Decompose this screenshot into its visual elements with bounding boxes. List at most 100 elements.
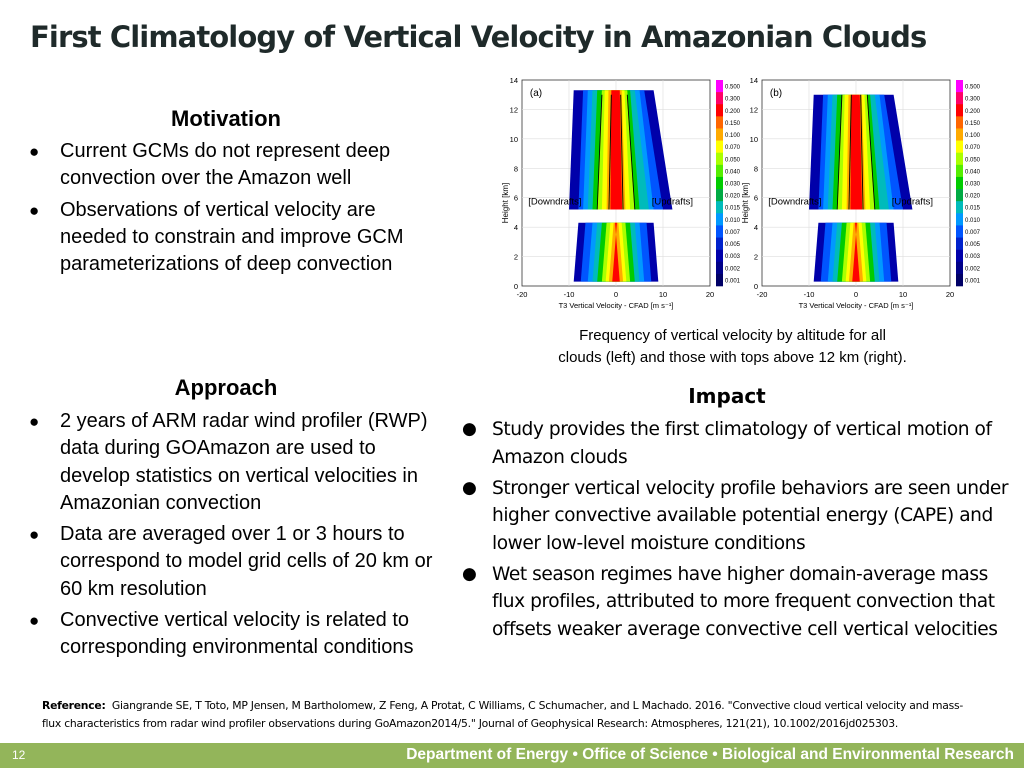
colorbar-swatch [956,140,963,154]
colorbar-swatch [716,225,723,238]
panel-label: (a) [530,88,542,99]
cfad-band [612,222,620,282]
contour-line [836,94,843,210]
colorbar-tick-label: 0.003 [725,254,741,260]
impact-bullet: ● Stronger vertical velocity profile beha… [462,475,1012,558]
y-tick-label: 4 [514,223,518,232]
slide-title: First Climatology of Vertical Velocity i… [30,20,927,54]
colorbar-tick-label: 0.007 [965,230,981,236]
cfad-figure-svg: [Downdrafts] [Updrafts] (a) 0 2 4 6 8 10 12 14 -20 -… [501,76,981,310]
colorbar-tick-label: 0.500 [725,85,741,91]
colorbar-tick-label: 0.200 [725,109,741,115]
updrafts-label: [Updrafts] [652,196,693,207]
colorbar-swatch [716,104,723,117]
colorbar-tick-label: 0.010 [725,218,741,224]
colorbar-tick-label: 0.070 [725,145,741,151]
bullet-icon: ● [29,611,40,631]
approach-heading: Approach [174,375,278,400]
bullet-icon: ● [462,419,477,439]
panel-label: (b) [770,88,782,99]
y-tick-label: 12 [750,105,758,114]
cfad-figure: [Downdrafts] [Updrafts] (a) 0 2 4 6 8 10 12 14 -20 -… [496,74,996,320]
cfad-band [610,90,623,210]
y-tick-label: 4 [754,223,758,232]
colorbar-swatch [956,104,963,117]
colorbar-swatch [716,140,723,154]
colorbar-tick-label: 0.002 [725,266,741,272]
colorbar-swatch [716,261,723,275]
footer-text: Department of Energy • Office of Science… [406,746,1014,763]
colorbar-swatch [716,80,723,93]
impact-list: ● Study provides the first climatology of… [462,416,1012,647]
colorbar-swatch [956,176,963,190]
colorbar-swatch [956,273,963,287]
x-tick-label: -20 [517,290,528,299]
colorbar-swatch [956,80,963,93]
y-axis-label: Height [km] [501,183,510,223]
y-tick-label: 14 [750,76,758,85]
footer-bar: 12 Department of Energy • Office of Scie… [0,743,1024,768]
x-tick-label: -20 [757,290,768,299]
bullet-icon: ● [29,142,40,161]
slide-number: 12 [12,748,26,762]
bullet-icon: ● [462,563,477,584]
impact-bullet: ● Wet season regimes have higher domain-a… [462,561,1012,644]
impact-heading: Impact [688,384,766,408]
downdrafts-label: [Downdrafts] [768,196,821,207]
contour-line [608,94,612,210]
colorbar-tick-label: 0.100 [725,133,741,139]
colorbar-tick-label: 0.500 [965,85,981,91]
contour-line [860,94,864,210]
approach-bullet: ● Convective vertical velocity is related… [29,609,414,659]
colorbar-swatch [716,249,723,263]
approach-list: ● 2 years of ARM radar wind profiler (RWP… [29,408,435,666]
colorbar-swatch [956,152,963,166]
colorbar-swatch [716,213,723,226]
colorbar-swatch [956,237,963,250]
cfad-panel [761,79,963,287]
cfad-band [850,94,863,210]
colorbar-tick-label: 0.030 [725,182,741,188]
colorbar-tick-label: 0.070 [965,145,981,151]
colorbar-tick-label: 0.050 [965,157,981,163]
y-tick-label: 14 [510,76,518,85]
downdrafts-label: [Downdrafts] [528,196,581,207]
approach-bullet: ● 2 years of ARM radar wind profiler (RWP… [29,410,428,514]
colorbar-tick-label: 0.020 [965,194,981,200]
x-tick-label: 10 [659,290,667,299]
approach-bullet: ● Data are averaged over 1 or 3 hours to … [29,523,433,600]
updrafts-label: [Updrafts] [892,196,933,207]
x-tick-label: 20 [706,290,714,299]
bullet-icon: ● [462,477,477,498]
x-tick-label: -10 [564,290,575,299]
colorbar-tick-label: 0.015 [725,206,741,212]
colorbar-tick-label: 0.040 [965,169,981,175]
y-tick-label: 0 [754,282,758,291]
reference-text: Giangrande SE, T Toto, MP Jensen, M Bart… [42,699,964,730]
colorbar-tick-label: 0.005 [965,242,981,248]
colorbar-tick-label: 0.150 [965,121,981,127]
bullet-icon: ● [29,200,40,220]
y-axis-label: Height [km] [741,183,750,223]
colorbar-swatch [716,176,723,190]
colorbar-tick-label: 0.003 [965,254,981,260]
colorbar-tick-label: 0.020 [725,194,741,200]
x-axis-label: T3 Vertical Velocity - CFAD [m s⁻¹] [559,301,674,310]
colorbar-tick-label: 0.300 [965,97,981,103]
colorbar-tick-label: 0.300 [725,97,741,103]
cfad-band [852,222,860,282]
contour-line [626,94,636,210]
contour-line [596,94,603,210]
motivation-bullet: ● Observations of vertical velocity are n… [29,198,404,276]
motivation-bullet: ● Current GCMs do not represent deep conv… [29,140,391,190]
x-axis-label: T3 Vertical Velocity - CFAD [m s⁻¹] [799,301,914,310]
figure-caption: Frequency of vertical velocity by altitu… [558,327,907,366]
colorbar-tick-label: 0.150 [725,121,741,127]
colorbar-tick-label: 0.040 [725,169,741,175]
y-tick-label: 6 [754,194,758,203]
colorbar-swatch [716,189,723,202]
y-tick-label: 0 [514,282,518,291]
colorbar-tick-label: 0.010 [965,218,981,224]
colorbar-swatch [956,261,963,275]
colorbar-tick-label: 0.100 [965,133,981,139]
